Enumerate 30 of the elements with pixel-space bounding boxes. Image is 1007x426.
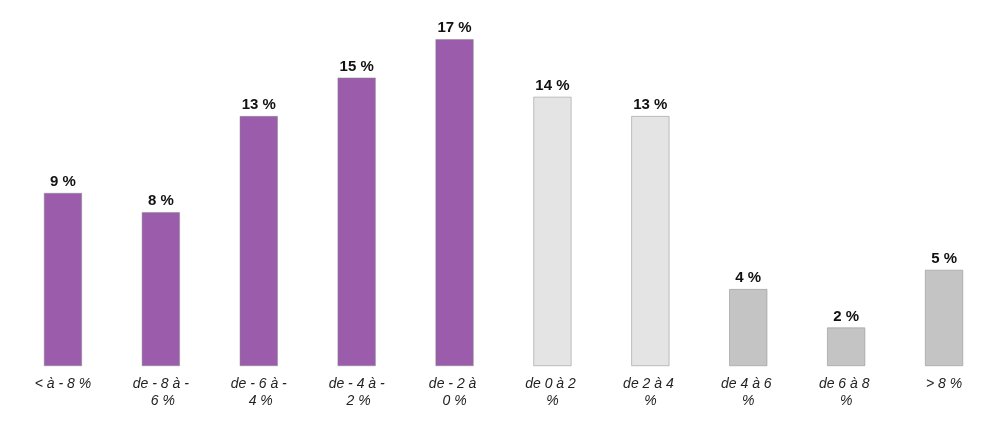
bar (337, 77, 376, 366)
data-label: 8 % (147, 191, 174, 209)
x-tick-label: de 6 à 8 % (818, 374, 874, 408)
x-tick-label: de - 8 à - 6 % (132, 374, 190, 408)
bar (729, 289, 768, 366)
data-label: 15 % (339, 56, 374, 74)
bar (533, 96, 572, 366)
x-tick-label: de 0 à 2 % (525, 374, 580, 408)
data-label: 4 % (735, 268, 762, 286)
data-label: 5 % (931, 248, 957, 266)
bar (43, 193, 82, 366)
bar (925, 269, 964, 366)
bar (631, 116, 670, 366)
bar (827, 327, 866, 366)
bar (435, 39, 474, 366)
x-tick-label: > 8 % (925, 374, 963, 391)
x-tick-label: de - 2 à 0 % (428, 374, 481, 408)
x-tick-label: de - 4 à - 2 % (328, 374, 385, 408)
data-label: 13 % (241, 95, 276, 113)
bar (239, 116, 278, 366)
bar (141, 212, 180, 366)
data-label: 2 % (833, 306, 860, 324)
data-label: 13 % (633, 95, 668, 113)
data-label: 9 % (50, 172, 76, 189)
x-tick-label: de 4 à 6 % (721, 374, 776, 408)
data-label: 14 % (535, 75, 570, 93)
data-label: 17 % (437, 18, 472, 36)
x-tick-label: de 2 à 4 % (623, 374, 678, 408)
x-tick-label: de - 6 à - 4 % (230, 374, 288, 408)
x-tick-label: < à - 8 % (34, 374, 92, 391)
